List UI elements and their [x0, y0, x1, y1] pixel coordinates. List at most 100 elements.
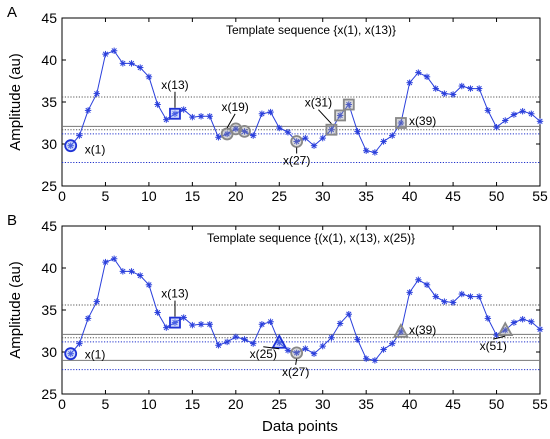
- x-tick-label: 25: [271, 188, 287, 204]
- data-point: [163, 116, 170, 123]
- data-point: [93, 298, 100, 305]
- data-point: [510, 111, 518, 118]
- data-point: [406, 289, 413, 296]
- marker-square: [169, 107, 181, 120]
- data-point: [519, 108, 526, 115]
- y-tick-label: 45: [41, 218, 57, 234]
- data-point: [145, 73, 153, 80]
- x-tick-label: 30: [315, 396, 331, 412]
- data-point-stroke: [68, 143, 74, 149]
- data-point: [163, 324, 170, 331]
- y-tick-label: 40: [41, 52, 57, 68]
- marker-circle: [64, 347, 78, 361]
- data-point-stroke: [163, 116, 169, 123]
- y-tick-label: 30: [41, 136, 57, 152]
- annotation-label: x(39): [409, 114, 436, 128]
- x-tick-label: 15: [185, 188, 201, 204]
- marker-triangle: [392, 322, 409, 338]
- data-point-stroke: [380, 138, 387, 145]
- data-point-stroke: [320, 343, 326, 349]
- data-point-stroke: [311, 143, 317, 149]
- x-tick-label: 50: [489, 396, 505, 412]
- data-point: [336, 112, 344, 119]
- data-point-stroke: [198, 321, 204, 327]
- data-point-stroke: [354, 336, 361, 343]
- data-point: [197, 321, 205, 328]
- data-point-stroke: [233, 126, 239, 132]
- data-point-stroke: [398, 120, 404, 126]
- data-point: [267, 108, 274, 116]
- data-point: [232, 333, 240, 341]
- data-point-stroke: [476, 293, 482, 300]
- data-point-stroke: [415, 277, 421, 283]
- data-point-stroke: [137, 272, 143, 279]
- panel-b: B 0 5 10 15 20 25 30 35 40 45 50 55 25 30 35 40 45 Amplitu…: [7, 212, 548, 412]
- data-point-stroke: [250, 132, 256, 139]
- annotation-label: x(39): [409, 323, 436, 337]
- x-tick-label: 55: [532, 396, 548, 412]
- x-tick-label: 20: [228, 188, 244, 204]
- data-point-stroke: [154, 101, 161, 108]
- annotation-label: x(25): [250, 347, 277, 361]
- data-point: [475, 85, 483, 92]
- data-point: [171, 110, 179, 117]
- data-point: [258, 321, 266, 328]
- data-point-stroke: [181, 314, 187, 321]
- data-point: [502, 117, 509, 124]
- data-point-stroke: [215, 134, 222, 140]
- data-point-stroke: [459, 83, 465, 89]
- y-tick-label: 35: [41, 94, 57, 110]
- data-point-stroke: [398, 329, 404, 335]
- y-axis-label: Amplitude (au): [7, 53, 24, 151]
- data-point-stroke: [441, 298, 448, 305]
- y-tick-label: 40: [41, 260, 57, 276]
- annotation-label: x(13): [161, 287, 188, 301]
- data-point-stroke: [85, 315, 91, 322]
- data-point-stroke: [207, 321, 213, 327]
- data-point: [371, 149, 379, 156]
- chart-title: Template sequence {x(1), x(13)}: [226, 23, 396, 37]
- data-point: [528, 318, 535, 325]
- data-point-stroke: [293, 138, 300, 145]
- marker-circle: [238, 124, 251, 138]
- marker-square: [395, 117, 407, 129]
- data-point: [319, 342, 326, 350]
- data-point: [510, 319, 518, 326]
- data-point-stroke: [363, 356, 369, 362]
- marker-triangle: [271, 333, 288, 349]
- data-point-stroke: [346, 311, 352, 317]
- data-point-stroke: [276, 340, 282, 346]
- data-point-stroke: [111, 256, 117, 262]
- data-point: [206, 113, 213, 120]
- data-point-stroke: [406, 80, 413, 86]
- annotation-leader: [318, 109, 332, 125]
- data-point-stroke: [276, 125, 282, 131]
- y-tick-label: 25: [41, 178, 57, 194]
- data-point: [345, 101, 352, 108]
- data-point: [354, 128, 361, 135]
- data-point-stroke: [502, 117, 508, 124]
- x-tick-label: 45: [445, 188, 461, 204]
- data-point: [137, 64, 144, 71]
- data-point-stroke: [346, 101, 352, 108]
- data-point: [310, 142, 318, 149]
- data-point-stroke: [493, 332, 500, 338]
- data-point-stroke: [354, 128, 361, 135]
- data-point-stroke: [519, 108, 526, 114]
- data-point-stroke: [102, 259, 109, 265]
- x-tick-label: 40: [402, 188, 418, 204]
- x-tick-label: 25: [271, 396, 287, 412]
- data-point-stroke: [189, 322, 196, 328]
- x-tick-label: 5: [102, 188, 110, 204]
- data-point-stroke: [137, 64, 143, 71]
- x-tick-label: 10: [141, 188, 157, 204]
- data-point-stroke: [363, 148, 369, 154]
- data-point: [302, 134, 309, 142]
- data-point: [484, 107, 492, 114]
- marker-circle: [64, 139, 78, 153]
- y-tick-label: 25: [41, 386, 57, 402]
- x-tick-label: 45: [445, 396, 461, 412]
- marker-square: [169, 316, 181, 329]
- data-point: [302, 345, 309, 352]
